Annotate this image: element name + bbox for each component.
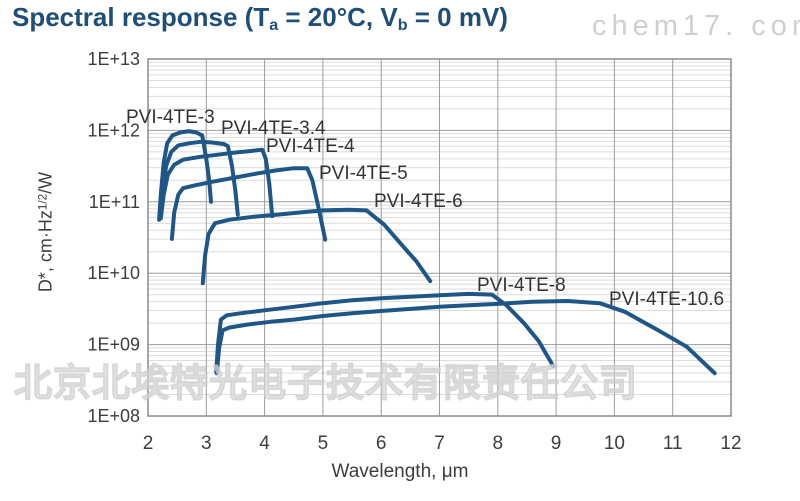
y-tick-label: 1E+09 bbox=[87, 335, 140, 355]
x-tick-label: 6 bbox=[376, 433, 387, 454]
series-label-PVI-4TE-6: PVI-4TE-6 bbox=[374, 191, 463, 212]
y-axis-title-text: /W bbox=[35, 171, 56, 194]
y-axis-title-superscript: 1/2 bbox=[36, 193, 50, 211]
title-text: Spectral response (T bbox=[12, 2, 270, 32]
series-label-PVI-4TE-3.4: PVI-4TE-3.4 bbox=[221, 118, 326, 139]
series-label-PVI-4TE-3: PVI-4TE-3 bbox=[126, 107, 215, 128]
x-tick-label: 5 bbox=[318, 433, 329, 454]
y-tick-label: 1E+12 bbox=[87, 120, 140, 140]
y-tick-label: 1E+11 bbox=[89, 192, 140, 212]
y-axis-title: D*, cm·Hz1/2/W bbox=[36, 172, 57, 292]
x-tick-label: 12 bbox=[720, 433, 741, 454]
plot-border bbox=[147, 58, 732, 417]
x-tick-label: 3 bbox=[201, 433, 212, 454]
x-tick-label: 10 bbox=[604, 433, 625, 454]
title-text: = 20°C, V bbox=[278, 2, 398, 32]
title-subscript-b: b bbox=[397, 16, 408, 35]
curve-PVI-4TE-6 bbox=[200, 207, 433, 286]
series-label-PVI-4TE-10.6: PVI-4TE-10.6 bbox=[609, 289, 724, 310]
title-text: = 0 mV) bbox=[407, 2, 508, 32]
y-axis-title-text: D*, cm·Hz bbox=[35, 210, 56, 293]
curve-PVI-4TE-3 bbox=[157, 129, 213, 222]
series-label-PVI-4TE-4: PVI-4TE-4 bbox=[266, 136, 355, 157]
curve-PVI-4TE-4 bbox=[158, 147, 275, 221]
title-subscript-a: a bbox=[269, 16, 279, 35]
x-tick-label: 8 bbox=[493, 433, 504, 454]
x-tick-label: 4 bbox=[259, 433, 270, 454]
series-label-PVI-4TE-5: PVI-4TE-5 bbox=[319, 163, 408, 184]
curve-PVI-4TE-10.6 bbox=[214, 299, 717, 376]
y-tick-label: 1E+10 bbox=[87, 263, 140, 283]
y-tick-label: 1E+13 bbox=[87, 49, 140, 69]
x-tick-label: 2 bbox=[143, 433, 154, 454]
curve-PVI-4TE-5 bbox=[169, 166, 328, 242]
curve-PVI-4TE-8 bbox=[214, 291, 556, 374]
watermark-chem17: chem17. com bbox=[592, 10, 800, 42]
x-tick-label: 11 bbox=[663, 433, 683, 454]
x-tick-label: 9 bbox=[551, 433, 562, 454]
y-tick-label: 1E+08 bbox=[87, 406, 140, 426]
curve-PVI-4TE-3.4 bbox=[158, 139, 240, 220]
page-title: Spectral response (Ta = 20°C, Vb = 0 mV) bbox=[12, 2, 508, 35]
x-axis-title: Wavelength, μm bbox=[331, 461, 469, 482]
x-tick-label: 7 bbox=[434, 433, 445, 454]
series-label-PVI-4TE-8: PVI-4TE-8 bbox=[477, 275, 566, 296]
